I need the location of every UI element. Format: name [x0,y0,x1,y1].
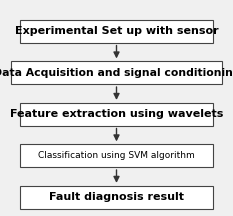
FancyBboxPatch shape [20,20,213,43]
FancyBboxPatch shape [20,186,213,209]
Text: Data Acquisition and signal conditioning: Data Acquisition and signal conditioning [0,68,233,78]
Text: Feature extraction using wavelets: Feature extraction using wavelets [10,109,223,119]
FancyBboxPatch shape [11,61,222,84]
Text: Experimental Set up with sensor: Experimental Set up with sensor [15,26,218,36]
Text: Classification using SVM algorithm: Classification using SVM algorithm [38,151,195,160]
Text: Fault diagnosis result: Fault diagnosis result [49,192,184,202]
FancyBboxPatch shape [20,103,213,126]
FancyBboxPatch shape [20,144,213,167]
